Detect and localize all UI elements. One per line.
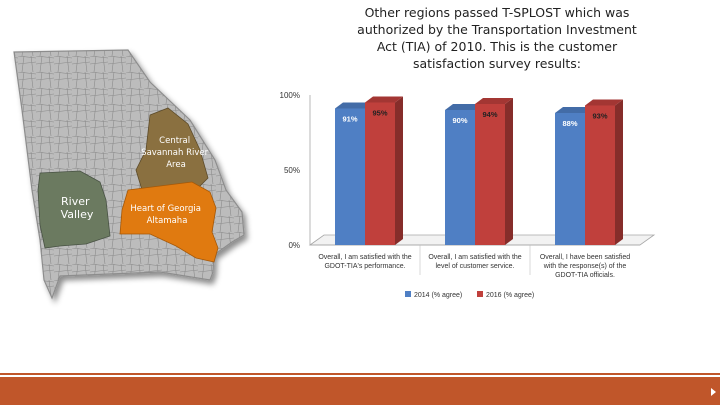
bar-top bbox=[365, 96, 403, 103]
satisfaction-bar-chart: 100% 50% 0% 91% 95% Overall, I am satisfied w… bbox=[280, 91, 656, 299]
slide-title: Other regions passed T-SPLOST which was … bbox=[357, 5, 637, 71]
bar-top bbox=[585, 99, 623, 106]
bar-top bbox=[335, 102, 373, 109]
bar-top bbox=[445, 104, 483, 110]
bar-value-label: 94% bbox=[482, 110, 497, 119]
georgia-region-map: Central Savannah River Area River Valley… bbox=[13, 49, 245, 300]
y-tick-label: 100% bbox=[280, 91, 300, 100]
legend-swatch bbox=[477, 291, 483, 297]
x-tick-label: Overall, I am satisfied with the level of… bbox=[428, 254, 521, 270]
y-tick-label: 0% bbox=[288, 241, 300, 250]
bar-value-label: 93% bbox=[592, 112, 607, 121]
legend-label: 2014 (% agree) bbox=[414, 292, 462, 299]
label-river-valley: River Valley bbox=[61, 195, 94, 221]
bar bbox=[475, 104, 505, 245]
x-tick-label: Overall, I have been satisfied with the r… bbox=[540, 254, 630, 279]
label-central-savannah: Central Savannah River Area bbox=[141, 136, 211, 170]
bar bbox=[445, 110, 475, 245]
map-region-labels: Central Savannah River Area River Valley… bbox=[61, 136, 211, 226]
bar-side bbox=[395, 96, 403, 245]
bar bbox=[585, 105, 615, 245]
bar-top bbox=[475, 98, 513, 104]
bar-side bbox=[615, 99, 623, 245]
legend-swatch bbox=[405, 291, 411, 297]
x-tick-label: Overall, I am satisfied with the GDOT-TIA… bbox=[318, 254, 411, 270]
footer-accent-line bbox=[0, 373, 720, 375]
bar bbox=[335, 108, 365, 245]
region-heart-of-georgia[interactable] bbox=[119, 181, 219, 263]
bar-value-label: 88% bbox=[562, 119, 577, 128]
region-river-valley[interactable] bbox=[37, 170, 111, 249]
bar-top bbox=[555, 107, 593, 113]
legend-label: 2016 (% agree) bbox=[486, 292, 534, 299]
bar-side bbox=[505, 98, 513, 245]
bar bbox=[555, 113, 585, 245]
y-tick-label: 50% bbox=[284, 166, 300, 175]
bar bbox=[365, 102, 395, 245]
bar-value-label: 91% bbox=[342, 115, 357, 124]
bar-value-label: 95% bbox=[372, 109, 387, 118]
footer-bar bbox=[0, 377, 720, 405]
bar-value-label: 90% bbox=[452, 116, 467, 125]
label-heart-of-georgia: Heart of Georgia Altamaha bbox=[130, 204, 203, 226]
footer-arrow-icon bbox=[711, 388, 716, 396]
